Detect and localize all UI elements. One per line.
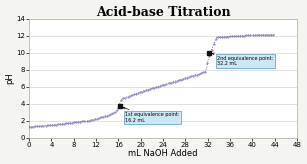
- Text: 2nd equivalence point:
32.2 mL: 2nd equivalence point: 32.2 mL: [212, 53, 274, 66]
- X-axis label: mL NaOH Added: mL NaOH Added: [128, 149, 198, 158]
- Title: Acid-base Titration: Acid-base Titration: [96, 6, 230, 19]
- Text: 1st equivalence point:
16.2 mL: 1st equivalence point: 16.2 mL: [123, 107, 180, 123]
- Y-axis label: pH: pH: [6, 72, 14, 84]
